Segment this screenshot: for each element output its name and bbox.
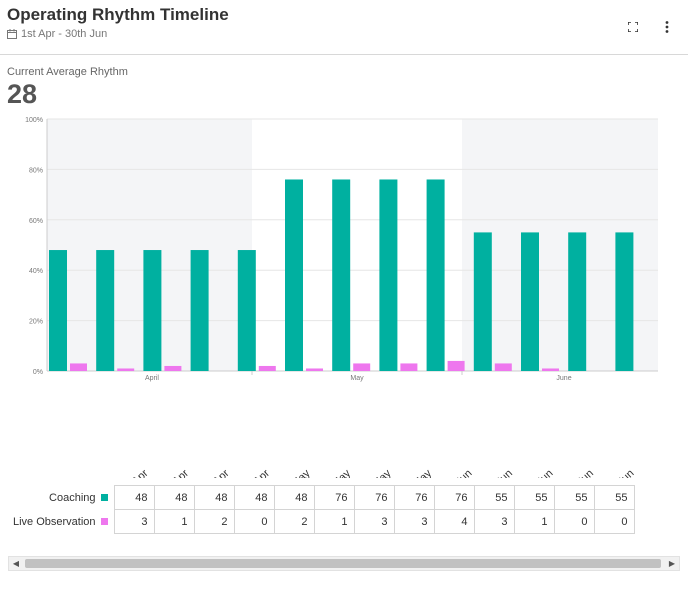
data-table: Coaching 48 48 48 48 48 76 76 76 76 55 55 55 55 Live O… [8,485,635,534]
coaching-bar [49,250,67,371]
coaching-bar [521,232,539,371]
live-observation-bar [258,365,276,371]
legend-swatch [100,494,108,502]
coaching-bar [615,232,634,371]
date-range: 1st Apr - 30th Jun [7,28,107,40]
table-cell: 48 [113,485,155,510]
table-row: Live Observation 3 1 2 0 2 1 3 3 4 3 1 0 0 [8,509,635,534]
category-label: 1st - 6th Apr [99,467,151,478]
calendar-icon [7,29,17,39]
series-label: Coaching [8,486,114,510]
table-cell: 76 [353,485,395,510]
series-name: Live Observation [12,515,96,528]
table-cell: 76 [393,485,435,510]
metric-label: Current Average Rhythm [7,66,128,78]
category-label: 26th May - 1st Jun [400,467,474,478]
y-tick-label: 40% [29,268,43,275]
coaching-bar [568,232,587,371]
table-cell: 48 [193,485,235,510]
y-tick-label: 0% [33,369,43,376]
table-cell: 3 [113,509,155,534]
live-observation-bar [542,368,559,371]
coaching-bar [143,250,162,371]
date-range-text: 1st Apr - 30th Jun [21,28,108,40]
table-cell: 3 [473,509,515,534]
scroll-right-icon[interactable]: ▶ [668,559,676,568]
coaching-bar [473,232,492,371]
coaching-bar [379,179,398,371]
series-label: Live Observation [8,510,114,534]
category-label: 28th Apr - 4th May [239,467,313,478]
metric-value: 28 [7,79,38,109]
series-name: Coaching [49,491,96,504]
live-observation-bar [70,363,87,371]
live-observation-bar [494,363,512,371]
table-cell: 1 [153,509,195,534]
table-cell: 4 [433,509,475,534]
live-observation-bar [353,363,371,371]
page-title: Operating Rhythm Timeline [7,5,229,24]
table-cell: 2 [193,509,235,534]
x-month-label: May [350,375,364,382]
header-divider [0,54,688,55]
table-cell: 0 [233,509,275,534]
table-cell: 0 [553,509,595,534]
y-tick-label: 100% [25,117,43,124]
bar-chart: 0% 20% 40% 60% 80% 100% April May June 1st - 6th … [25,117,658,478]
x-month-label: June [556,375,571,382]
live-observation-bar [117,368,135,371]
table-cell: 1 [313,509,355,534]
coaching-bar [285,179,303,371]
y-tick-label: 60% [29,218,43,225]
table-cell: 55 [473,485,515,510]
table-cell: 55 [553,485,595,510]
live-observation-bar [400,363,418,371]
fullscreen-icon[interactable] [626,20,640,34]
table-cell: 3 [393,509,435,534]
table-cell: 2 [273,509,315,534]
table-cell: 0 [593,509,635,534]
more-vertical-icon[interactable] [660,20,674,34]
coaching-bar [426,179,445,371]
coaching-bar [332,179,351,371]
table-cell: 48 [153,485,195,510]
y-tick-label: 20% [29,319,43,326]
coaching-bar [190,250,209,371]
y-tick-label: 80% [29,167,43,174]
table-cell: 76 [313,485,355,510]
table-cell: 48 [233,485,275,510]
x-month-label: April [145,375,159,382]
scroll-thumb[interactable] [25,559,661,568]
coaching-bar [237,250,256,371]
scroll-left-icon[interactable]: ◀ [12,559,20,568]
coaching-bar [96,250,115,371]
live-observation-bar [164,365,182,371]
table-cell: 55 [593,485,635,510]
horizontal-scrollbar[interactable]: ◀ ▶ [8,556,680,571]
table-cell: 76 [433,485,475,510]
legend-swatch [100,518,108,526]
table-row: Coaching 48 48 48 48 48 76 76 76 76 55 55 55 55 [8,485,635,510]
table-cell: 55 [513,485,555,510]
table-cell: 48 [273,485,315,510]
table-cell: 1 [513,509,555,534]
live-observation-bar [447,360,465,371]
live-observation-bar [306,368,323,371]
table-cell: 3 [353,509,395,534]
